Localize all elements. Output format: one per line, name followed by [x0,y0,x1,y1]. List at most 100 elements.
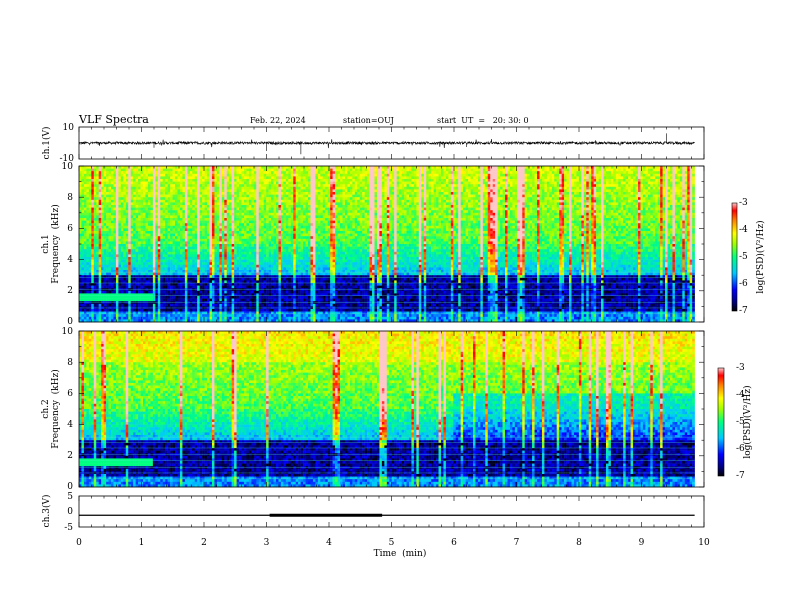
spec1-cell [86,241,89,244]
spec1-cell [131,195,134,198]
spec1-cell [86,314,89,317]
spec1-cell [99,192,102,195]
spec1-cell [128,202,131,205]
spec1-cell [118,293,121,296]
spec1-cell [126,260,129,263]
spec1-cell [99,273,102,276]
spec1-cell [94,215,97,218]
spec1-cell [143,208,146,211]
spec1-cell [81,205,84,208]
spec1-cell [89,267,92,270]
spec1-cell [111,241,114,244]
spec1-cell [94,299,97,302]
spec1-cell [94,218,97,221]
spec1-cell [81,169,84,172]
spec1-cell [148,166,151,169]
spec1-cell [89,166,92,169]
spec1-cell [94,249,97,252]
spec1-cell [145,179,148,182]
spec1-cell [101,166,104,169]
spec1-cell [136,241,139,244]
spec1-cell [96,239,99,242]
spec1-cell [96,197,99,200]
spec1-cell [123,252,126,255]
spec1-cell [89,213,92,216]
spec1-cell [126,283,129,286]
spec1-cell [96,317,99,320]
spec1-cell [141,286,144,289]
spec1-cell [96,213,99,216]
spec1-cell [131,254,134,257]
spec1-cell [84,205,87,208]
spec1-cell [148,182,151,185]
spec1-cell [111,254,114,257]
spec1-cell [136,192,139,195]
spec1-cell [91,288,94,291]
spec1-cell [128,184,131,187]
spec1-cell [96,286,99,289]
spec1-cell [113,283,116,286]
spec1-cell [121,234,124,237]
spec1-cell [145,236,148,239]
spec1-cell [136,234,139,237]
spec1-cell [96,299,99,302]
spec1-cell [94,267,97,270]
spec1-cell [104,202,107,205]
spec1-cell [118,223,121,226]
spec1-cell [141,278,144,281]
spec1-cell [141,228,144,231]
spec1-cell [111,317,114,320]
spec1-cell [121,239,124,242]
spec1-cell [113,273,116,276]
spec1-cell [116,249,119,252]
spec1-cell [106,249,109,252]
spec1-cell [84,244,87,247]
spec1-cell [99,270,102,273]
spec1-cell [79,171,82,174]
spec1-cell [81,293,84,296]
spec1-cell [131,278,134,281]
spec1-cell [123,260,126,263]
spec1-cell [104,208,107,211]
spec1-cell [113,288,116,291]
spec1-cell [106,187,109,190]
spec1-cell [111,166,114,169]
spec1-cell [91,267,94,270]
spec1-cell [128,228,131,231]
spec1-cell [89,309,92,312]
spec1-cell [89,231,92,234]
spec1-cell [133,218,136,221]
spec1-cell [81,166,84,169]
spec1-cell [109,169,112,172]
spec1-cell [113,223,116,226]
spec1-cell [145,176,148,179]
spec1-cell [94,273,97,276]
spec1-cell [148,205,151,208]
spec1-cell [91,254,94,257]
spec1-cell [96,179,99,182]
spec1-cell [104,223,107,226]
spec1-cell [138,218,141,221]
spec1-cell [109,257,112,260]
spec1-cell [133,239,136,242]
spec1-cell [123,234,126,237]
spec1-cell [99,317,102,320]
spec1-cell [101,213,104,216]
spec1-cell [136,291,139,294]
spec1-cell [141,200,144,203]
spec1-cell [138,236,141,239]
spec1-cell [123,231,126,234]
spec1-cell [126,202,129,205]
spec1-cell [133,317,136,320]
spec1-cell [136,309,139,312]
spec1-cell [101,244,104,247]
spec1-cell [145,254,148,257]
spec1-cell [113,249,116,252]
spec1-cell [118,314,121,317]
spec1-cell [111,189,114,192]
spec1-cell [89,317,92,320]
spec1-cell [81,299,84,302]
spec1-cell [109,171,112,174]
spec1-cell [101,218,104,221]
spec1-cell [126,309,129,312]
